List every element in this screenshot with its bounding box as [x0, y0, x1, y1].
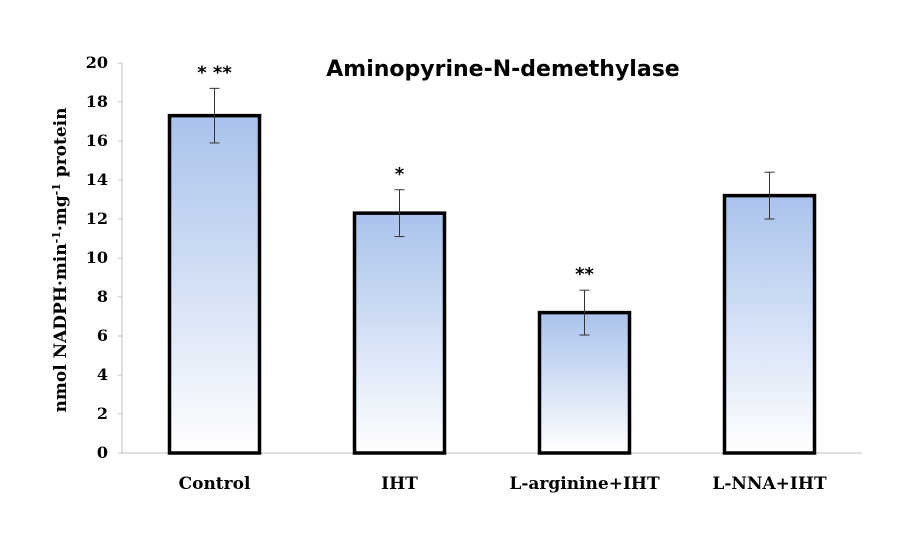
x-category-label: IHT	[381, 474, 418, 494]
bar	[722, 193, 817, 455]
bars	[167, 87, 817, 455]
bar	[537, 310, 632, 455]
y-tick-label: 14	[86, 170, 108, 189]
y-axis-label-part-3: protein	[51, 108, 71, 184]
y-tick-label: 20	[86, 53, 108, 72]
y-axis-label-part-2: ·mg	[51, 195, 71, 231]
chart-title: Aminopyrine-N-demethylase	[326, 57, 679, 82]
y-tick-label: 10	[86, 248, 108, 267]
significance-marker: *	[395, 164, 405, 185]
y-tick-label: 8	[97, 287, 108, 306]
significance-marker: * **	[197, 62, 232, 83]
significance-marker: **	[575, 264, 594, 285]
x-category-label: Control	[179, 474, 251, 494]
y-tick-label: 12	[86, 209, 108, 228]
y-axis-label: nmol NADPH·min-1·mg-1 protein	[50, 108, 72, 413]
bar	[167, 113, 262, 455]
y-tick-label: 0	[97, 443, 108, 462]
y-axis-label-part-1: nmol NADPH·min	[51, 243, 71, 412]
y-tick-label: 2	[97, 404, 108, 423]
x-category-label: L-arginine+IHT	[509, 474, 660, 494]
y-tick-label: 4	[97, 365, 108, 384]
y-tick-label: 18	[86, 92, 108, 111]
x-category-label: L-NNA+IHT	[712, 474, 827, 494]
labels: * ** Control * IHT ** L-arginine+IHT L-NNA+IHT	[179, 62, 827, 494]
y-axis-label-sup-1: -1	[50, 231, 63, 243]
y-tick-label: 6	[97, 326, 108, 345]
y-tick-label: 16	[86, 131, 108, 150]
y-axis-label-sup-2: -1	[50, 183, 63, 195]
bar	[352, 211, 447, 455]
